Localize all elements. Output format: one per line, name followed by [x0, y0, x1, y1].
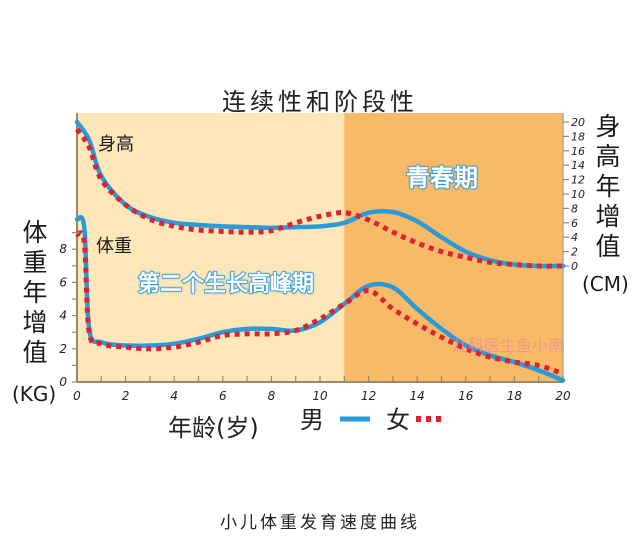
chart-title: 连续性和阶段性	[222, 88, 418, 116]
svg-text:20: 20	[555, 389, 571, 403]
svg-text:6: 6	[571, 217, 578, 230]
curve-height-female	[74, 127, 564, 269]
svg-text:4: 4	[170, 389, 178, 403]
svg-text:12: 12	[571, 174, 585, 187]
svg-text:18: 18	[571, 130, 585, 143]
curves	[74, 119, 566, 383]
svg-text:6: 6	[59, 275, 67, 289]
left-axis-label: 体 重 年 增 值	[22, 218, 48, 367]
svg-text:0: 0	[73, 389, 81, 403]
svg-text:4: 4	[571, 231, 578, 244]
legend-male-label: 男	[300, 406, 324, 434]
x-axis-label: 年龄(岁)	[168, 414, 259, 442]
svg-text:2: 2	[122, 389, 130, 403]
svg-text:16: 16	[458, 389, 474, 403]
svg-text:8: 8	[571, 202, 578, 215]
svg-text:2: 2	[59, 342, 67, 356]
svg-text:10: 10	[312, 389, 328, 403]
height-curve-label: 身高	[98, 134, 134, 155]
svg-text:8: 8	[268, 389, 276, 403]
svg-text:14: 14	[410, 389, 425, 403]
left-axis-unit: (KG)	[12, 382, 57, 406]
legend-female-label: 女	[386, 406, 410, 434]
right-axis-unit: (CM)	[582, 272, 629, 296]
chart-caption: 小儿体重发育速度曲线	[220, 513, 420, 533]
svg-text:10: 10	[571, 188, 585, 201]
weight-curve-label: 体重	[96, 236, 132, 257]
svg-text:18: 18	[507, 389, 523, 403]
second-growth-peak-label: 第二个生长高峰期	[137, 271, 315, 298]
svg-text:12: 12	[361, 389, 376, 403]
svg-text:20: 20	[571, 116, 585, 129]
svg-text:2: 2	[571, 246, 578, 259]
svg-text:16: 16	[571, 145, 585, 158]
curve-weight-female	[74, 230, 564, 377]
svg-text:14: 14	[571, 159, 585, 172]
svg-text:4: 4	[59, 309, 67, 323]
svg-text:8: 8	[59, 242, 67, 256]
svg-text:6: 6	[219, 389, 227, 403]
curve-height-male	[74, 119, 566, 269]
right-axis-label: 身 高 年 增 值	[595, 112, 621, 261]
svg-text:0: 0	[571, 260, 578, 273]
svg-text:0: 0	[59, 375, 67, 389]
watermark: 儿科医生鱼小南	[452, 336, 565, 355]
puberty-label: 青春期	[405, 163, 479, 193]
